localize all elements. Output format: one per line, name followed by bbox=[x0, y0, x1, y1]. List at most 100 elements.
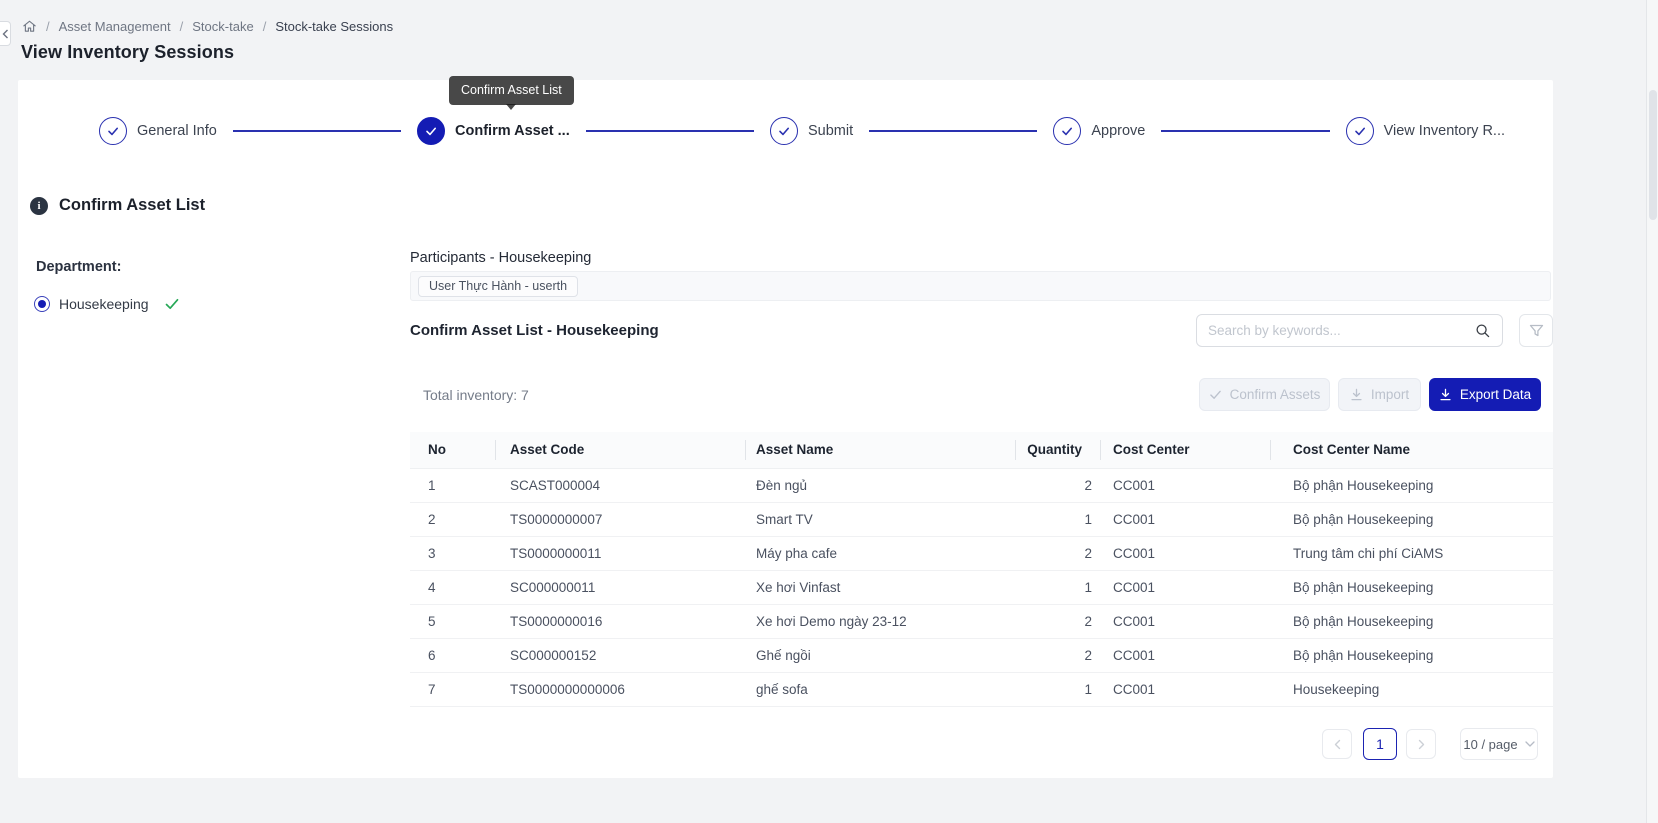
table-row: 6 SC000000152 Ghế ngồi 2 CC001 Bộ phận Housek… bbox=[410, 638, 1553, 673]
table-cell: Bộ phận Housekeeping bbox=[1270, 570, 1553, 605]
search-box bbox=[1196, 314, 1503, 347]
table-cell: TS0000000011 bbox=[495, 536, 745, 571]
step-view-inventory-result[interactable]: View Inventory R... bbox=[1345, 117, 1506, 145]
table-row: 7 TS0000000000006 ghế sofa 1 CC001 Housekeepi… bbox=[410, 672, 1553, 707]
column-header: Cost Center bbox=[1100, 432, 1270, 469]
pagination-prev-button[interactable] bbox=[1322, 729, 1352, 759]
table-cell: Bộ phận Housekeeping bbox=[1270, 604, 1553, 639]
page-size-value: 10 / page bbox=[1463, 736, 1518, 752]
asset-table-header-row: No Asset Code Asset Name Quantity Cost Cente… bbox=[410, 432, 1553, 469]
step-approve[interactable]: Approve bbox=[1053, 117, 1145, 145]
table-cell: 2 bbox=[410, 502, 495, 537]
chevron-right-icon bbox=[1418, 739, 1424, 749]
check-icon bbox=[1209, 390, 1221, 399]
vertical-scrollbar[interactable] bbox=[1646, 0, 1658, 823]
asset-list-title: Confirm Asset List - Housekeeping bbox=[410, 322, 659, 339]
step-label: Confirm Asset ... bbox=[455, 123, 570, 139]
step-label: Submit bbox=[807, 123, 854, 139]
step-general-info[interactable]: General Info bbox=[99, 117, 217, 145]
home-icon[interactable] bbox=[22, 19, 37, 34]
step-submit[interactable]: Submit bbox=[769, 117, 854, 145]
step-label: General Info bbox=[137, 123, 217, 139]
step-check-icon bbox=[1053, 117, 1082, 145]
search-icon[interactable] bbox=[1475, 323, 1491, 339]
table-cell: 3 bbox=[410, 536, 495, 571]
breadcrumb: / Asset Management / Stock-take / Stock-… bbox=[22, 19, 393, 34]
table-cell: CC001 bbox=[1100, 638, 1270, 673]
breadcrumb-item-asset-management[interactable]: Asset Management bbox=[58, 19, 171, 34]
button-label: Export Data bbox=[1459, 387, 1532, 402]
table-cell: CC001 bbox=[1100, 604, 1270, 639]
breadcrumb-separator: / bbox=[262, 19, 267, 34]
breadcrumb-item-stock-take[interactable]: Stock-take bbox=[192, 19, 254, 34]
step-connector bbox=[869, 130, 1038, 132]
section-title: Confirm Asset List bbox=[59, 196, 206, 214]
table-cell: CC001 bbox=[1100, 536, 1270, 571]
radio-button[interactable] bbox=[34, 296, 50, 312]
department-label: Department: bbox=[36, 259, 122, 275]
table-cell: CC001 bbox=[1100, 502, 1270, 537]
table-cell: 2 bbox=[1015, 638, 1100, 673]
pagination-next-button[interactable] bbox=[1406, 729, 1436, 759]
pagination-page-1[interactable]: 1 bbox=[1363, 728, 1397, 760]
department-radio-housekeeping[interactable]: Housekeeping bbox=[34, 296, 180, 312]
participant-tag: User Thực Hành - userth bbox=[418, 275, 579, 297]
breadcrumb-separator: / bbox=[46, 19, 50, 34]
step-connector bbox=[1161, 130, 1330, 132]
table-cell: Bộ phận Housekeeping bbox=[1270, 468, 1553, 503]
table-cell: 1 bbox=[410, 468, 495, 503]
step-confirm-asset-list[interactable]: Confirm Asset ... bbox=[417, 117, 570, 145]
confirm-assets-button[interactable]: Confirm Assets bbox=[1199, 378, 1330, 411]
table-cell: CC001 bbox=[1100, 570, 1270, 605]
table-cell: TS0000000000006 bbox=[495, 672, 745, 707]
scrollbar-thumb[interactable] bbox=[1649, 90, 1657, 220]
table-cell: 2 bbox=[1015, 604, 1100, 639]
breadcrumb-separator: / bbox=[179, 19, 184, 34]
button-label: Import bbox=[1370, 387, 1410, 402]
table-cell: Máy pha cafe bbox=[745, 536, 1015, 571]
column-header: No bbox=[410, 432, 495, 469]
info-icon: i bbox=[30, 196, 48, 215]
total-inventory-label: Total inventory: 7 bbox=[423, 387, 529, 403]
chevron-down-icon bbox=[1524, 741, 1535, 747]
table-row: 3 TS0000000011 Máy pha cafe 2 CC001 Trung tâm… bbox=[410, 536, 1553, 571]
step-label: Approve bbox=[1091, 123, 1146, 139]
table-row: 5 TS0000000016 Xe hơi Demo ngày 23-12 2 CC00… bbox=[410, 604, 1553, 639]
chevron-left-icon bbox=[1334, 739, 1340, 749]
breadcrumb-item-stock-take-sessions[interactable]: Stock-take Sessions bbox=[275, 19, 394, 34]
table-cell: 2 bbox=[1015, 536, 1100, 571]
table-cell: SC000000011 bbox=[495, 570, 745, 605]
table-cell: Xe hơi Demo ngày 23-12 bbox=[745, 604, 1015, 639]
table-row: 2 TS0000000007 Smart TV 1 CC001 Bộ phận House… bbox=[410, 502, 1553, 537]
table-cell: CC001 bbox=[1100, 468, 1270, 503]
sidebar-collapse-handle[interactable] bbox=[0, 21, 11, 46]
table-cell: 1 bbox=[1015, 502, 1100, 537]
export-data-button[interactable]: Export Data bbox=[1429, 378, 1541, 411]
search-input[interactable] bbox=[1208, 323, 1475, 338]
page-size-select[interactable]: 10 / page bbox=[1460, 728, 1538, 760]
export-icon bbox=[1440, 388, 1451, 401]
step-label: View Inventory R... bbox=[1383, 123, 1506, 139]
stepper: General Info Confirm Asset ... Submit Ap… bbox=[99, 117, 1505, 145]
table-cell: 4 bbox=[410, 570, 495, 605]
table-cell: Bộ phận Housekeeping bbox=[1270, 638, 1553, 673]
table-cell: 1 bbox=[1015, 672, 1100, 707]
table-row: 4 SC000000011 Xe hơi Vinfast 1 CC001 Bộ phận … bbox=[410, 570, 1553, 605]
step-check-icon bbox=[1345, 117, 1374, 145]
import-button[interactable]: Import bbox=[1338, 378, 1421, 411]
table-cell: SCAST000004 bbox=[495, 468, 745, 503]
chevron-left-icon bbox=[2, 29, 8, 38]
step-check-icon bbox=[417, 117, 446, 145]
section-header: i Confirm Asset List bbox=[30, 196, 205, 215]
filter-button[interactable] bbox=[1519, 314, 1553, 347]
column-header: Asset Code bbox=[495, 432, 745, 469]
table-cell: ghế sofa bbox=[745, 672, 1015, 707]
table-cell: CC001 bbox=[1100, 672, 1270, 707]
table-cell: Đèn ngủ bbox=[745, 468, 1015, 503]
table-cell: 2 bbox=[1015, 468, 1100, 503]
table-cell: TS0000000016 bbox=[495, 604, 745, 639]
button-label: Confirm Assets bbox=[1229, 387, 1321, 402]
step-check-icon bbox=[99, 117, 127, 145]
page-title: View Inventory Sessions bbox=[21, 42, 235, 62]
table-cell: Ghế ngồi bbox=[745, 638, 1015, 673]
